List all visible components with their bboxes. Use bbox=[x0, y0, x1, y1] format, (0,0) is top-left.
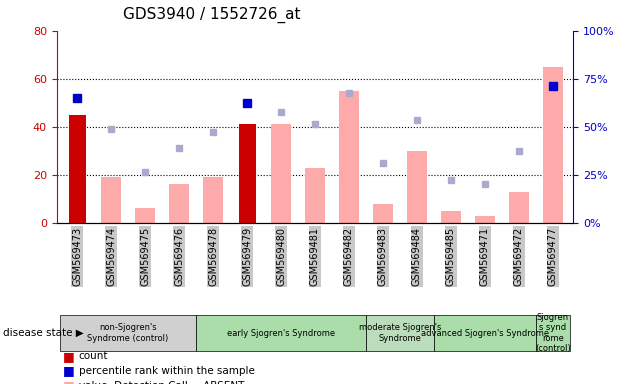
Bar bbox=[373, 204, 393, 223]
Text: value, Detection Call = ABSENT: value, Detection Call = ABSENT bbox=[79, 381, 244, 384]
Text: GSM569482: GSM569482 bbox=[344, 227, 354, 286]
Text: GSM569479: GSM569479 bbox=[242, 227, 252, 286]
Text: count: count bbox=[79, 351, 108, 361]
Text: GSM569476: GSM569476 bbox=[174, 227, 184, 286]
Text: disease state ▶: disease state ▶ bbox=[3, 328, 84, 338]
Text: GSM569473: GSM569473 bbox=[72, 227, 82, 286]
Bar bbox=[305, 167, 325, 223]
Text: GSM569480: GSM569480 bbox=[276, 227, 286, 286]
Bar bbox=[239, 124, 256, 223]
Bar bbox=[135, 208, 155, 223]
Text: GSM569477: GSM569477 bbox=[548, 227, 558, 286]
Text: GSM569478: GSM569478 bbox=[208, 227, 218, 286]
Text: advanced Sjogren's Syndrome: advanced Sjogren's Syndrome bbox=[421, 329, 549, 338]
Text: percentile rank within the sample: percentile rank within the sample bbox=[79, 366, 255, 376]
Text: GSM569484: GSM569484 bbox=[412, 227, 422, 286]
Text: early Sjogren's Syndrome: early Sjogren's Syndrome bbox=[227, 329, 335, 338]
Bar bbox=[475, 215, 495, 223]
Bar bbox=[169, 184, 189, 223]
Text: Sjogren
s synd
rome
(control): Sjogren s synd rome (control) bbox=[535, 313, 571, 353]
Bar bbox=[542, 67, 563, 223]
Bar bbox=[407, 151, 427, 223]
Text: non-Sjogren's
Syndrome (control): non-Sjogren's Syndrome (control) bbox=[88, 323, 169, 343]
Bar bbox=[339, 91, 359, 223]
Text: GSM569483: GSM569483 bbox=[378, 227, 388, 286]
Text: ■: ■ bbox=[63, 350, 75, 363]
Text: GSM569485: GSM569485 bbox=[446, 227, 456, 286]
Text: GSM569474: GSM569474 bbox=[106, 227, 116, 286]
Text: ■: ■ bbox=[63, 379, 75, 384]
Text: GDS3940 / 1552726_at: GDS3940 / 1552726_at bbox=[123, 7, 301, 23]
Text: ■: ■ bbox=[63, 364, 75, 377]
Text: moderate Sjogren's
Syndrome: moderate Sjogren's Syndrome bbox=[358, 323, 441, 343]
Text: GSM569481: GSM569481 bbox=[310, 227, 320, 286]
Text: GSM569471: GSM569471 bbox=[480, 227, 490, 286]
Bar bbox=[441, 211, 461, 223]
Bar bbox=[271, 124, 291, 223]
Bar bbox=[508, 192, 529, 223]
Bar bbox=[69, 115, 86, 223]
Bar bbox=[203, 177, 223, 223]
Text: GSM569475: GSM569475 bbox=[140, 227, 150, 286]
Bar bbox=[101, 177, 121, 223]
Text: GSM569472: GSM569472 bbox=[514, 227, 524, 286]
